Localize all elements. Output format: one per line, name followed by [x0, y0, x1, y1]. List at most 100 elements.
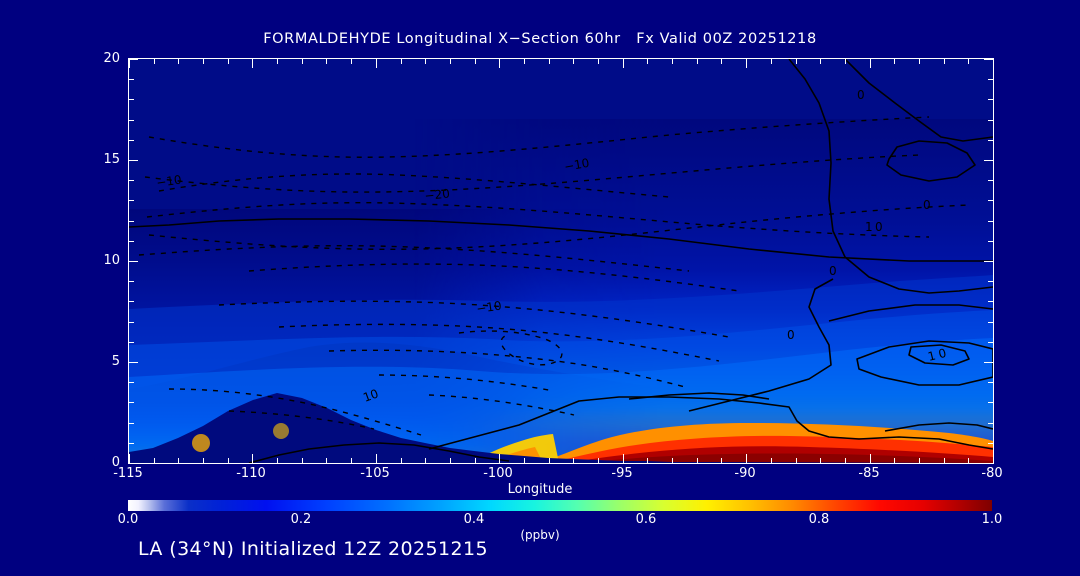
x-tickmark: [672, 458, 674, 463]
svg-text:0: 0: [787, 328, 795, 342]
x-tick--80: -80: [981, 466, 1003, 481]
colorbar-units: (ppbv): [520, 528, 560, 542]
x-tickmark: [622, 454, 624, 463]
y-tickmark-right: [988, 240, 993, 242]
y-tickmark-right: [988, 99, 993, 101]
y-tickmark-right: [988, 79, 993, 81]
y-tickmark: [129, 402, 134, 404]
x-tickmark: [153, 458, 155, 463]
x-tickmark-top: [375, 59, 377, 68]
y-tickmark-right: [988, 402, 993, 404]
x-tickmark-top: [129, 59, 130, 68]
x-tickmark-top: [622, 59, 624, 68]
y-tickmark-right: [988, 382, 993, 384]
y-tickmark-right: [988, 139, 993, 141]
x-tickmark: [647, 458, 649, 463]
x-tickmark: [375, 454, 377, 463]
x-tickmark-top: [153, 59, 155, 64]
x-tickmark-top: [943, 59, 945, 64]
y-tickmark-right: [988, 341, 993, 343]
y-tickmark: [129, 200, 134, 202]
colorbar-tick-0.8: 0.8: [808, 512, 830, 527]
y-tickmark: [129, 341, 134, 343]
y-tickmark-right: [988, 220, 993, 222]
colorbar-tick-0.4: 0.4: [463, 512, 485, 527]
x-tick--100: -100: [483, 466, 513, 481]
x-tickmark-top: [696, 59, 698, 64]
svg-text:−20: −20: [424, 186, 451, 203]
x-tickmark-top: [301, 59, 303, 64]
svg-text:0: 0: [923, 198, 931, 212]
y-tickmark: [129, 59, 138, 60]
colorbar: [128, 500, 992, 511]
dashed-contour-group: [138, 116, 970, 436]
heatmap-canvas: −10 −20 −10 −10 10 0 0 0 0 10 10: [129, 59, 993, 463]
x-tickmark: [820, 458, 822, 463]
y-tick-5: 5: [111, 354, 120, 369]
y-tickmark: [129, 362, 138, 363]
x-tick--105: -105: [360, 466, 390, 481]
x-tickmark: [252, 454, 254, 463]
x-tickmark: [795, 458, 797, 463]
x-tickmark: [351, 458, 353, 463]
x-tickmark-top: [869, 59, 871, 68]
x-tickmark: [474, 458, 476, 463]
colorbar-tick-0: 0.0: [117, 512, 139, 527]
figure-caption: LA (34°N) Initialized 12Z 20251215: [138, 538, 488, 560]
y-tick-10: 10: [103, 253, 120, 268]
x-tickmark-top: [844, 59, 846, 64]
x-tickmark-top: [277, 59, 279, 64]
y-tickmark: [129, 281, 134, 283]
x-tickmark: [548, 458, 550, 463]
x-tick--110: -110: [236, 466, 266, 481]
x-tickmark-top: [770, 59, 772, 64]
x-tick--95: -95: [611, 466, 633, 481]
x-tickmark: [449, 458, 451, 463]
x-tickmark-top: [647, 59, 649, 64]
y-tickmark: [129, 321, 134, 323]
x-tickmark: [178, 458, 180, 463]
x-tickmark: [523, 458, 525, 463]
y-tickmark-right: [988, 321, 993, 323]
x-tickmark-top: [918, 59, 920, 64]
x-tickmark-top: [351, 59, 353, 64]
y-tick-0: 0: [111, 455, 120, 470]
x-tickmark-top: [326, 59, 328, 64]
colorbar-tick-0.6: 0.6: [635, 512, 657, 527]
x-tickmark-top: [227, 59, 229, 64]
x-tickmark: [844, 458, 846, 463]
x-tickmark: [770, 458, 772, 463]
y-tickmark: [129, 463, 138, 464]
y-tickmark: [129, 99, 134, 101]
x-tickmark: [721, 458, 723, 463]
y-tick-15: 15: [103, 152, 120, 167]
colorbar-gradient: [128, 500, 992, 511]
svg-text:−10: −10: [475, 299, 502, 316]
x-tickmark-top: [449, 59, 451, 64]
x-tickmark: [301, 458, 303, 463]
y-tickmark-right: [988, 422, 993, 424]
x-tickmark: [227, 458, 229, 463]
plot-area: −10 −20 −10 −10 10 0 0 0 0 10 10 Altitud…: [128, 58, 994, 464]
y-tickmark-right: [988, 301, 993, 303]
y-tickmark: [129, 240, 134, 242]
x-tickmark-top: [548, 59, 550, 64]
x-tickmark: [696, 458, 698, 463]
x-tickmark: [746, 454, 748, 463]
x-tickmark: [943, 458, 945, 463]
x-tickmark-top: [672, 59, 674, 64]
y-tickmark: [129, 160, 138, 161]
y-tickmark-right: [988, 119, 993, 121]
x-tickmark-top: [523, 59, 525, 64]
x-tickmark-top: [178, 59, 180, 64]
y-tickmark: [129, 119, 134, 121]
x-axis-label: Longitude: [507, 482, 573, 497]
x-tickmark: [277, 458, 279, 463]
x-tickmark: [968, 458, 970, 463]
figure-title: FORMALDEHYDE Longitudinal X−Section 60hr…: [263, 31, 817, 47]
x-tickmark: [203, 458, 205, 463]
y-tickmark-right: [984, 160, 993, 161]
x-tickmark-top: [795, 59, 797, 64]
x-tickmark: [425, 458, 427, 463]
x-tickmark-top: [598, 59, 600, 64]
